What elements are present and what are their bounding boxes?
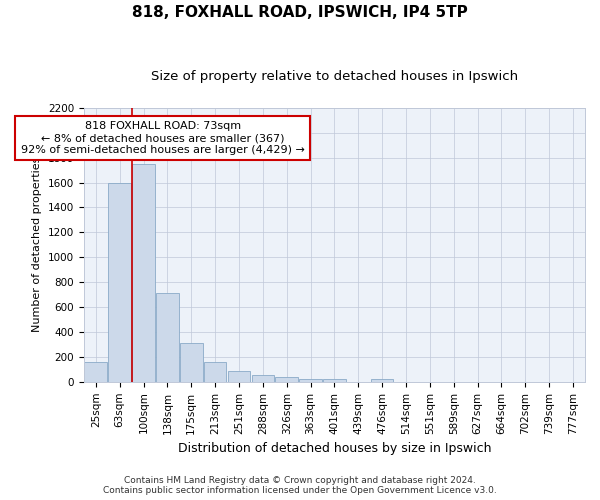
Text: 818 FOXHALL ROAD: 73sqm
← 8% of detached houses are smaller (367)
92% of semi-de: 818 FOXHALL ROAD: 73sqm ← 8% of detached…	[20, 122, 305, 154]
Bar	[85, 362, 107, 382]
Title: Size of property relative to detached houses in Ipswich: Size of property relative to detached ho…	[151, 70, 518, 83]
Bar	[323, 380, 346, 382]
Bar	[180, 342, 203, 382]
Bar	[227, 370, 250, 382]
Bar	[204, 362, 226, 382]
Bar	[299, 378, 322, 382]
Bar	[156, 294, 179, 382]
Bar	[371, 380, 394, 382]
Bar	[275, 378, 298, 382]
X-axis label: Distribution of detached houses by size in Ipswich: Distribution of detached houses by size …	[178, 442, 491, 455]
Bar	[109, 182, 131, 382]
Text: 818, FOXHALL ROAD, IPSWICH, IP4 5TP: 818, FOXHALL ROAD, IPSWICH, IP4 5TP	[132, 5, 468, 20]
Y-axis label: Number of detached properties: Number of detached properties	[32, 157, 43, 332]
Text: Contains HM Land Registry data © Crown copyright and database right 2024.
Contai: Contains HM Land Registry data © Crown c…	[103, 476, 497, 495]
Bar	[132, 164, 155, 382]
Bar	[251, 375, 274, 382]
